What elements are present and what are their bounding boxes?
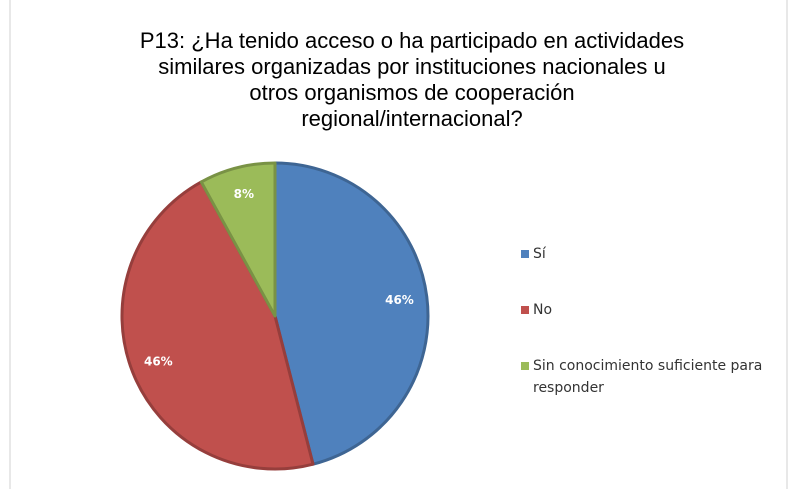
pie-slice <box>273 161 430 466</box>
legend-label: Sin conocimiento suficiente para respond… <box>533 358 763 396</box>
legend-label: No <box>533 302 553 318</box>
pie-slice <box>120 180 315 471</box>
title-line: similares organizadas por instituciones … <box>158 54 666 79</box>
legend-item: No <box>521 299 771 321</box>
legend-item: Sí <box>521 243 771 265</box>
title-line: P13: ¿Ha tenido acceso o ha participado … <box>140 28 684 53</box>
legend-label: Sí <box>533 246 546 262</box>
legend-item: Sin conocimiento suficiente para respond… <box>521 355 771 399</box>
pie: 46% 46% 8% <box>120 161 430 471</box>
data-label: 8% <box>234 187 254 201</box>
data-label: 46% <box>385 293 414 307</box>
title-line: otros organismos de cooperación <box>249 80 574 105</box>
legend-swatch <box>521 362 529 370</box>
chart-title: P13: ¿Ha tenido acceso o ha participado … <box>140 28 684 131</box>
pie-slice <box>199 161 277 318</box>
title-line: regional/internacional? <box>301 106 522 131</box>
legend-swatch <box>521 306 529 314</box>
legend: Sí No Sin conocimiento suficiente para res… <box>521 243 771 433</box>
data-label: 46% <box>144 355 173 369</box>
legend-swatch <box>521 250 529 258</box>
